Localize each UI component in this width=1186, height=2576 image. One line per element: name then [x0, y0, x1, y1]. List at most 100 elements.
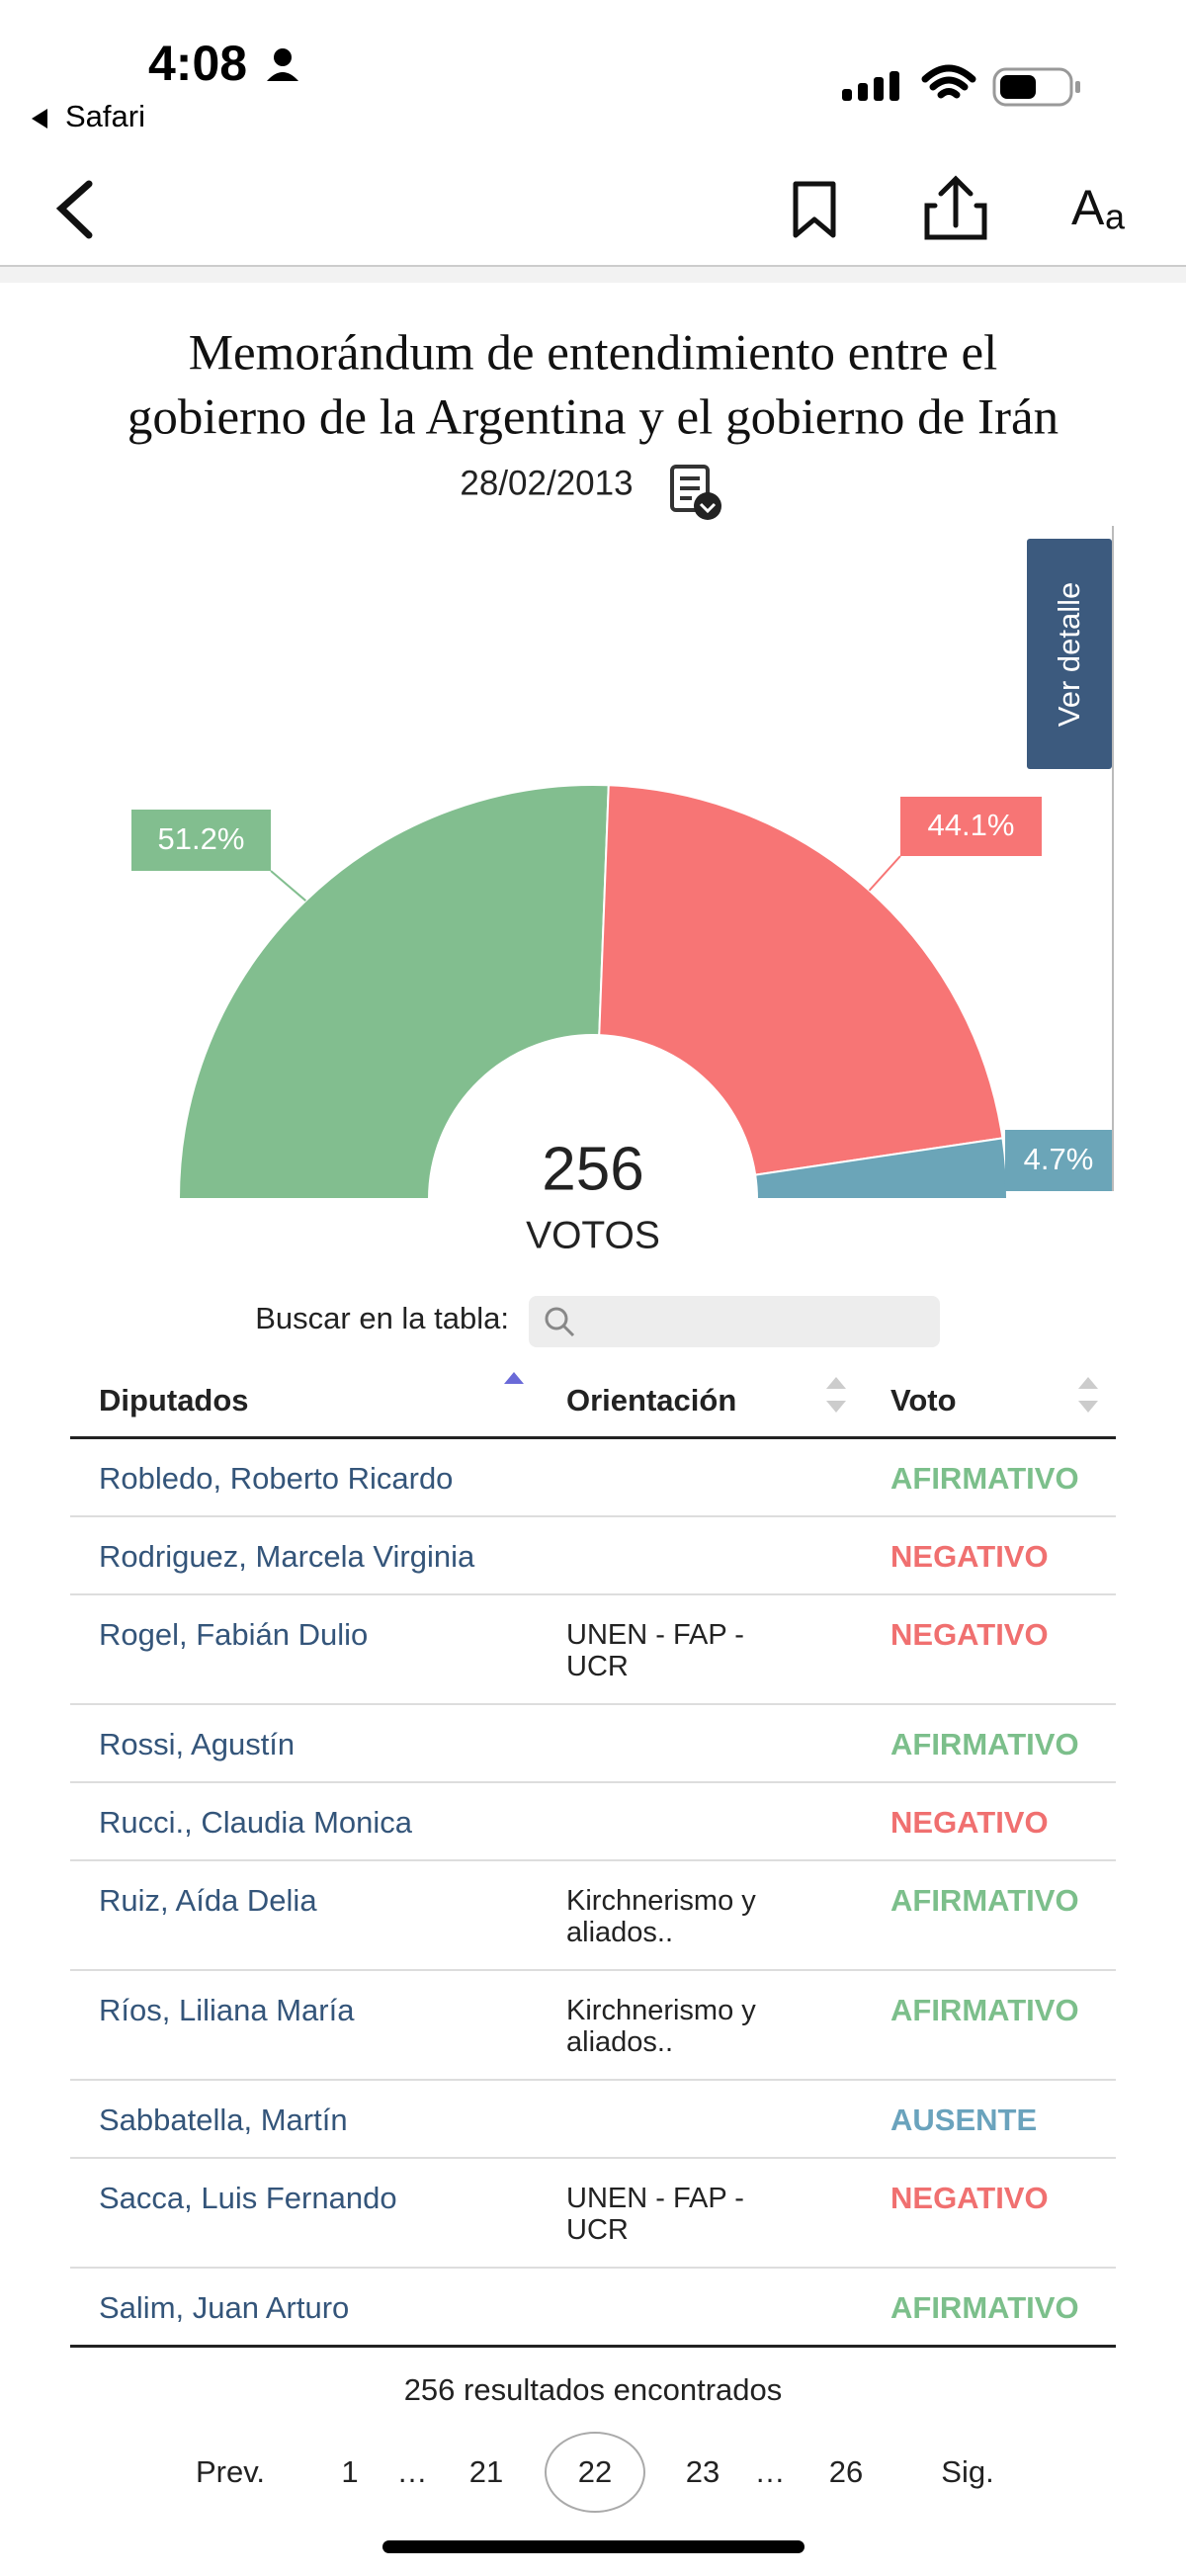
vote: NEGATIVO — [890, 2158, 1116, 2269]
deputy-name[interactable]: Rossi, Agustín — [70, 1704, 566, 1783]
nav-shadow — [0, 267, 1186, 283]
vote: AFIRMATIVO — [890, 1704, 1116, 1783]
orientation-cell — [566, 2268, 890, 2348]
label-box — [1005, 1130, 1112, 1191]
title-line: gobierno de la Argentina y el gobierno d… — [127, 390, 1059, 446]
orientation-cell — [566, 1437, 890, 1517]
battery-icon — [992, 67, 1073, 107]
vote: AFIRMATIVO — [890, 1860, 1116, 1971]
search-icon — [545, 1307, 568, 1331]
page-link[interactable]: Sig. — [941, 2454, 993, 2489]
col-header[interactable]: Voto — [890, 1364, 1116, 1439]
search-label: Buscar en la tabla: — [255, 1301, 509, 1335]
search-icon-handle — [561, 1324, 575, 1337]
col-header[interactable]: Orientación — [566, 1364, 890, 1439]
row: Rossi, Agustín AFIRMATIVO — [70, 1704, 1116, 1783]
search-input[interactable] — [529, 1296, 940, 1347]
vote: AFIRMATIVO — [890, 1970, 1116, 2081]
vote: NEGATIVO — [890, 1594, 1116, 1705]
orientation-cell: UNEN - FAP - UCR — [566, 1594, 890, 1705]
row: Rucci., Claudia Monica NEGATIVO — [70, 1782, 1116, 1861]
slice — [754, 1137, 1009, 1200]
deputy-name[interactable]: Sabbatella, Martín — [70, 2080, 566, 2159]
vote: NEGATIVO — [890, 1516, 1116, 1595]
leader-line — [270, 870, 307, 902]
orientation-cell: Kirchnerismo y aliados.. — [566, 1860, 890, 1971]
back-app[interactable]: Safari — [65, 99, 145, 133]
reader-button[interactable]: A — [1071, 180, 1105, 235]
bookmark-button[interactable] — [793, 181, 836, 238]
data-label: 51.2% — [158, 821, 245, 856]
orientation-cell: Kirchnerismo y aliados.. — [566, 1970, 890, 2081]
row: Rogel, Fabián Dulio UNEN - FAP - UCR NEGAT… — [70, 1594, 1116, 1705]
row: Robledo, Roberto Ricardo AFIRMATIVO — [70, 1437, 1116, 1517]
vote: AUSENTE — [890, 2080, 1116, 2159]
download-icon[interactable] — [670, 465, 721, 520]
page-link[interactable]: Prev. — [196, 2454, 265, 2489]
orientation: Kirchnerismo y aliados.. — [566, 1995, 756, 2058]
results-table: Diputados Orientación Voto Robledo, Robe… — [70, 1364, 1116, 2348]
row: Ruiz, Aída Delia Kirchnerismo y aliados..… — [70, 1860, 1116, 1971]
orientation: UNEN - FAP - UCR — [566, 2183, 744, 2246]
row: Sabbatella, Martín AUSENTE — [70, 2080, 1116, 2159]
row: Salim, Juan Arturo AFIRMATIVO — [70, 2268, 1116, 2348]
row: Rodriguez, Marcela Virginia NEGATIVO — [70, 1516, 1116, 1595]
slice — [598, 784, 1004, 1176]
person-icon — [274, 48, 292, 66]
page-link[interactable]: 21 — [469, 2454, 503, 2489]
current-page-marker — [545, 2432, 645, 2513]
deputy-name[interactable]: Sacca, Luis Fernando — [70, 2158, 566, 2269]
header-row: Diputados Orientación Voto — [70, 1364, 1116, 1439]
orientation-cell — [566, 1704, 890, 1783]
title-line: Memorándum de entendimiento entre el — [189, 326, 998, 382]
row: Sacca, Luis Fernando UNEN - FAP - UCR NEGA… — [70, 2158, 1116, 2269]
deputy-name[interactable]: Salim, Juan Arturo — [70, 2268, 566, 2348]
vote: NEGATIVO — [890, 1782, 1116, 1861]
results-count: 256 resultados encontrados — [404, 2372, 783, 2407]
col-header[interactable]: Diputados — [70, 1364, 566, 1439]
nav-divider — [0, 265, 1186, 267]
page-link[interactable]: 26 — [829, 2454, 863, 2489]
orientation-cell: UNEN - FAP - UCR — [566, 2158, 890, 2269]
time: 4:08 — [148, 36, 247, 91]
orientation-cell — [566, 1516, 890, 1595]
page-link[interactable]: 23 — [686, 2454, 720, 2489]
page-link[interactable]: 22 — [578, 2454, 612, 2489]
person-icon-body — [267, 72, 298, 81]
orientation-cell — [566, 2080, 890, 2159]
page-link[interactable]: 1 — [341, 2454, 358, 2489]
deputy-name[interactable]: Ruiz, Aída Delia — [70, 1860, 566, 1971]
table-body: Robledo, Roberto Ricardo AFIRMATIVO Rodrig… — [70, 1437, 1116, 2348]
reader-button-small[interactable]: a — [1105, 197, 1126, 237]
slice — [177, 784, 610, 1200]
orientation-cell — [566, 1782, 890, 1861]
label-box — [900, 797, 1042, 856]
deputy-name[interactable]: Ríos, Liliana María — [70, 1970, 566, 2081]
total: 256 — [542, 1135, 643, 1203]
ver-detalle-label[interactable]: Ver detalle — [1052, 582, 1086, 728]
battery-tip — [1075, 81, 1080, 93]
data-label: 44.1% — [928, 808, 1015, 842]
deputy-name[interactable]: Rodriguez, Marcela Virginia — [70, 1516, 566, 1595]
deputy-name[interactable]: Rogel, Fabián Dulio — [70, 1594, 566, 1705]
back-button[interactable] — [55, 180, 93, 239]
vote: AFIRMATIVO — [890, 2268, 1116, 2348]
ver-detalle-button[interactable] — [1027, 539, 1112, 769]
row: Ríos, Liliana María Kirchnerismo y aliado… — [70, 1970, 1116, 2081]
deputy-name[interactable]: Robledo, Roberto Ricardo — [70, 1437, 566, 1517]
share-button[interactable] — [924, 175, 987, 240]
data-label: 4.7% — [1024, 1142, 1094, 1176]
vote: AFIRMATIVO — [890, 1437, 1116, 1517]
deputy-name[interactable]: Rucci., Claudia Monica — [70, 1782, 566, 1861]
signal-icon — [842, 71, 899, 101]
battery-level — [1000, 75, 1036, 99]
page-link[interactable]: … — [755, 2454, 786, 2489]
wifi-icon — [921, 64, 976, 99]
back-app-arrow[interactable] — [32, 109, 47, 129]
home-indicator — [382, 2540, 805, 2553]
date: 28/02/2013 — [460, 464, 633, 502]
page-link[interactable]: … — [397, 2454, 428, 2489]
total-label: VOTOS — [526, 1214, 660, 1256]
